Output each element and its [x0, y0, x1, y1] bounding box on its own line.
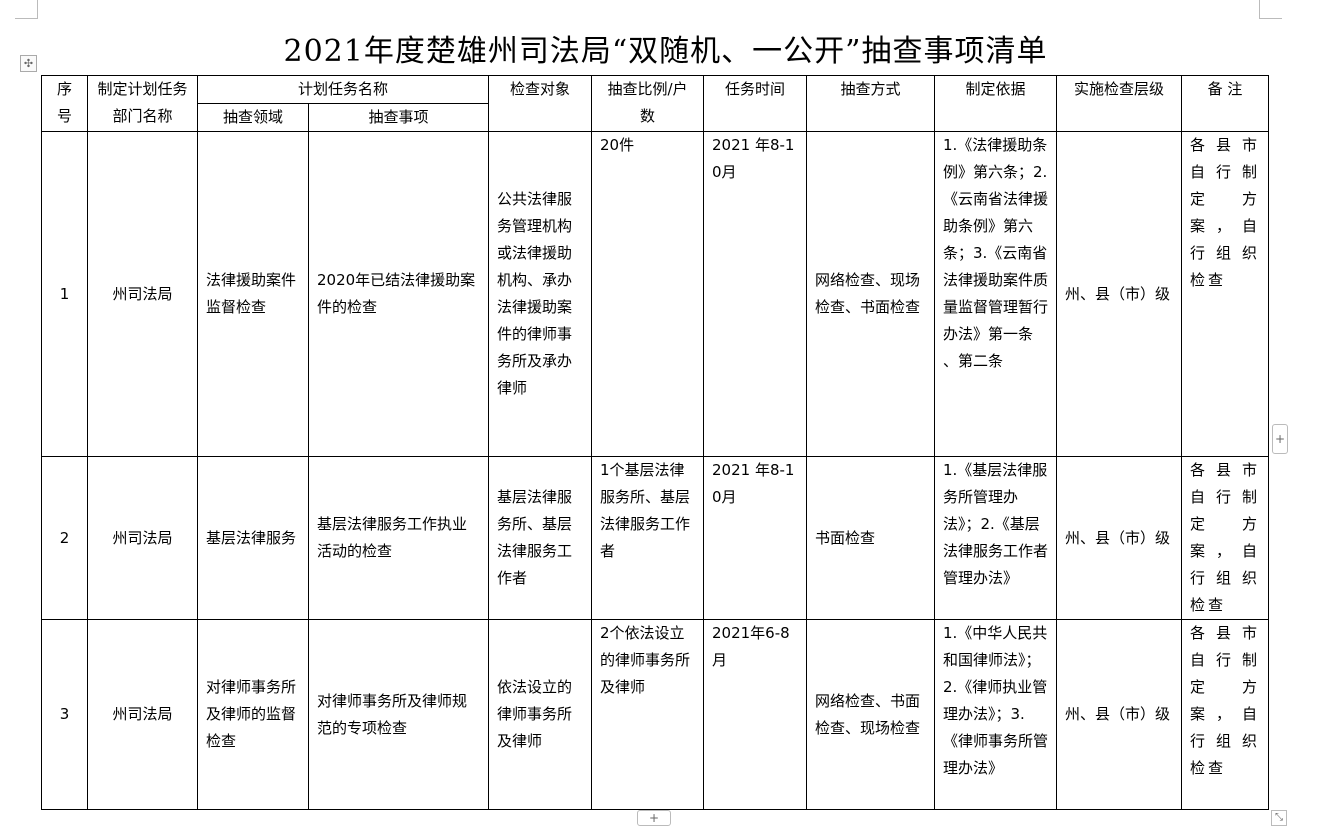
inspection-table: 序号 制定计划任务部门名称 计划任务名称 检查对象 抽查比例/户数 任务时间 抽… — [41, 75, 1269, 810]
header-method: 抽查方式 — [806, 75, 935, 132]
cell-item: 基层法律服务工作执业活动的检查 — [308, 456, 489, 620]
cell-seq: 3 — [41, 619, 88, 810]
cell-object: 基层法律服务所、基层法律服务工作者 — [488, 456, 592, 620]
cell-area: 基层法律服务 — [197, 456, 309, 620]
cell-dept: 州司法局 — [87, 131, 198, 457]
header-ratio: 抽查比例/户数 — [591, 75, 704, 132]
cell-ratio: 20件 — [591, 131, 704, 457]
cell-note: 各县市自行制定方案，自行组织检查 — [1181, 619, 1269, 810]
document-title: 2021年度楚雄州司法局“双随机、一公开”抽查事项清单 — [283, 34, 1048, 69]
header-object: 检查对象 — [488, 75, 592, 132]
cell-time: 2021 年8-10月 — [703, 456, 807, 620]
header-level: 实施检查层级 — [1056, 75, 1182, 132]
cell-basis: 1.《法律援助条例》第六条；2.《云南省法律援助条例》第六条；3.《云南省法律援… — [934, 131, 1057, 457]
cell-dept: 州司法局 — [87, 456, 198, 620]
cell-seq: 2 — [41, 456, 88, 620]
header-time: 任务时间 — [703, 75, 807, 132]
cell-note: 各县市自行制定方案，自行组织检查 — [1181, 456, 1269, 620]
cell-seq: 1 — [41, 131, 88, 457]
cell-time: 2021 年8-10月 — [703, 131, 807, 457]
header-basis: 制定依据 — [934, 75, 1057, 132]
header-area: 抽查领域 — [197, 103, 309, 132]
cell-dept: 州司法局 — [87, 619, 198, 810]
cell-note: 各县市自行制定方案，自行组织检查 — [1181, 131, 1269, 457]
cell-object: 依法设立的律师事务所及律师 — [488, 619, 592, 810]
cell-area: 法律援助案件监督检查 — [197, 131, 309, 457]
cell-basis: 1.《基层法律服务所管理办法》；2.《基层法律服务工作者管理办法》 — [934, 456, 1057, 620]
cell-time: 2021年6-8月 — [703, 619, 807, 810]
table-row: 3 州司法局 对律师事务所及律师的监督检查 对律师事务所及律师规范的专项检查 依… — [41, 619, 1269, 810]
add-row-button[interactable]: + — [637, 810, 671, 826]
cell-method: 网络检查、书面检查、现场检查 — [806, 619, 935, 810]
header-seq: 序号 — [41, 75, 88, 132]
cell-item: 2020年已结法律援助案件的检查 — [308, 131, 489, 457]
cell-method: 网络检查、现场检查、书面检查 — [806, 131, 935, 457]
cell-ratio: 1个基层法律服务所、基层法律服务工作者 — [591, 456, 704, 620]
table-row: 2 州司法局 基层法律服务 基层法律服务工作执业活动的检查 基层法律服务所、基层… — [41, 456, 1269, 620]
table-row: 1 州司法局 法律援助案件监督检查 2020年已结法律援助案件的检查 公共法律服… — [41, 131, 1269, 457]
header-note: 备 注 — [1181, 75, 1269, 132]
cell-level: 州、县（市）级 — [1056, 619, 1182, 810]
page-corner-mark — [15, 0, 38, 19]
cell-ratio: 2个依法设立的律师事务所及律师 — [591, 619, 704, 810]
header-task-name: 计划任务名称 — [197, 75, 489, 104]
add-column-button[interactable]: + — [1272, 424, 1288, 454]
header-dept: 制定计划任务部门名称 — [87, 75, 198, 132]
cell-level: 州、县（市）级 — [1056, 131, 1182, 457]
page-corner-mark — [1259, 0, 1282, 19]
table-move-handle-icon[interactable]: ✣ — [20, 55, 37, 72]
cell-object: 公共法律服务管理机构或法律援助机构、承办法律援助案件的律师事务所及承办律师 — [488, 131, 592, 457]
cell-area: 对律师事务所及律师的监督检查 — [197, 619, 309, 810]
header-item: 抽查事项 — [308, 103, 489, 132]
table-resize-handle-icon[interactable]: ⤡ — [1271, 810, 1287, 826]
cell-method: 书面检查 — [806, 456, 935, 620]
cell-basis: 1.《中华人民共和国律师法》；2.《律师执业管理办法》；3.《律师事务所管理办法… — [934, 619, 1057, 810]
cell-level: 州、县（市）级 — [1056, 456, 1182, 620]
cell-item: 对律师事务所及律师规范的专项检查 — [308, 619, 489, 810]
